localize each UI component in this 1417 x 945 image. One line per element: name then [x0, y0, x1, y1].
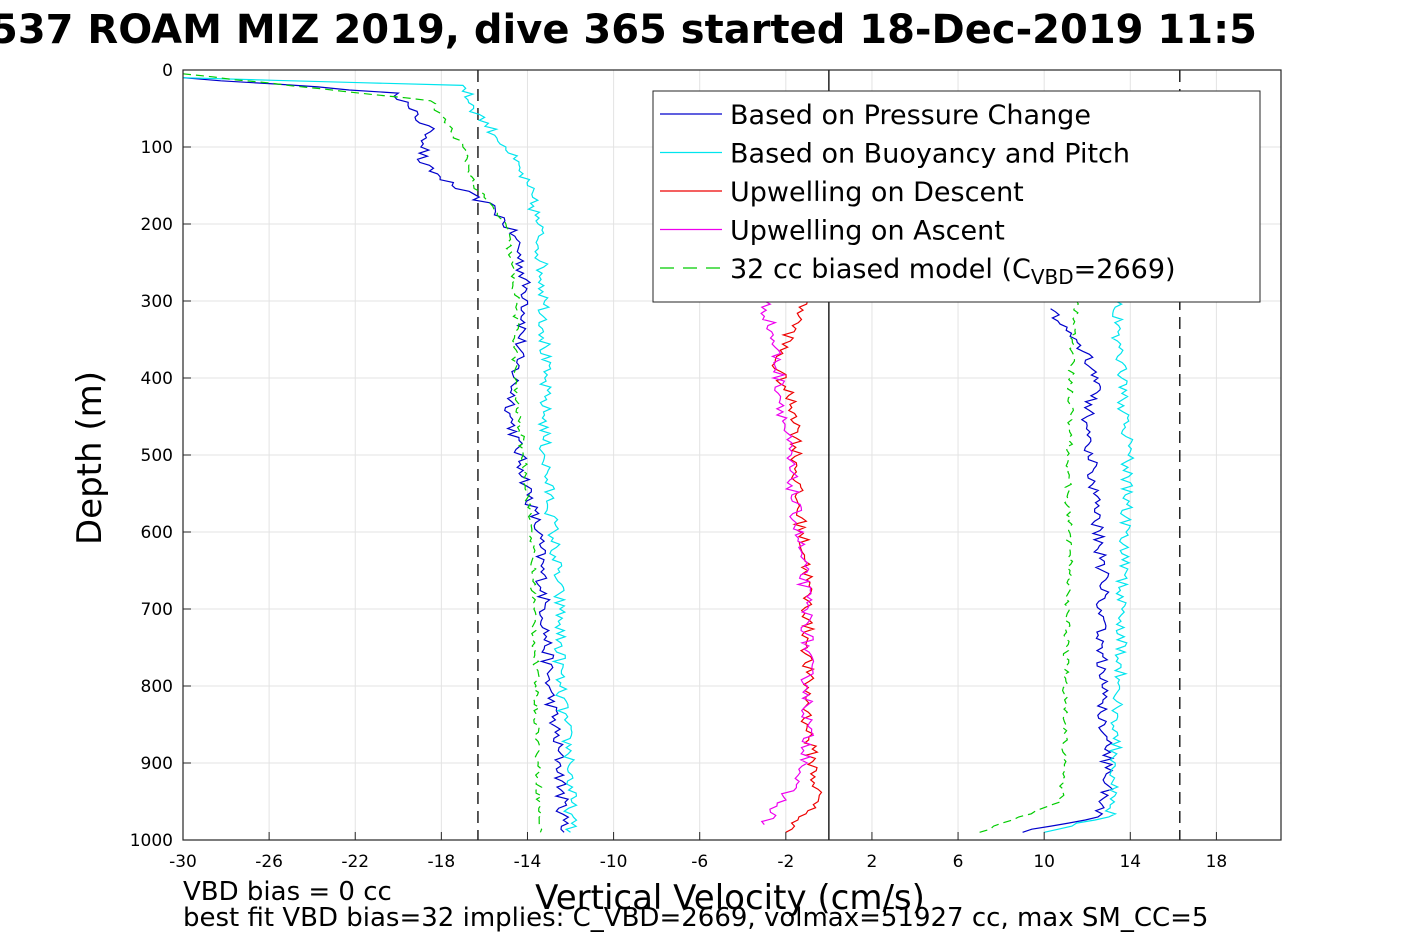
y-tick-label: 0	[162, 61, 173, 81]
y-tick-label: 800	[141, 677, 173, 697]
series-line	[1022, 308, 1115, 833]
y-axis-label: Depth (m)	[70, 370, 110, 546]
x-axis-ticks: -30 -26 -22 -18 -14 -10 -6 -2 2 6 10 14 18	[169, 832, 1227, 872]
x-tick-label: 2	[867, 852, 878, 872]
legend-label: Based on Buoyancy and Pitch	[730, 139, 1130, 170]
x-axis-label: Vertical Velocity (cm/s)	[535, 878, 925, 918]
legend-label: Upwelling on Descent	[730, 177, 1024, 208]
y-tick-label: 600	[141, 523, 173, 543]
y-tick-label: 200	[141, 215, 173, 235]
legend-box	[652, 90, 1261, 303]
x-tick-label: -14	[514, 852, 542, 872]
vbd-bias-note: VBD bias = 0 cc	[183, 877, 392, 907]
legend-label: Based on Pressure Change	[730, 100, 1091, 131]
chart-title: 537 ROAM MIZ 2019, dive 365 started 18-D…	[0, 7, 1257, 53]
x-tick-label: -30	[169, 852, 197, 872]
series-line	[182, 73, 544, 833]
x-tick-label: -2	[777, 852, 794, 872]
legend-label: 32 cc biased model (CVBD=2669)	[730, 254, 1176, 289]
y-tick-label: 500	[141, 446, 173, 466]
series-line	[771, 300, 823, 833]
y-tick-label: 100	[141, 138, 173, 158]
series-line	[760, 300, 815, 825]
series-line	[979, 300, 1080, 833]
y-axis-ticks: 0 100 200 300 400 500 600 700 800 900 1000	[130, 61, 191, 851]
legend-label: Upwelling on Ascent	[730, 216, 1005, 247]
data-series	[182, 73, 1135, 833]
series-line	[182, 77, 578, 833]
x-tick-label: 6	[953, 852, 964, 872]
best-fit-note: best fit VBD bias=32 implies: C_VBD=2669…	[183, 903, 1209, 933]
x-tick-label: -22	[341, 852, 369, 872]
x-tick-label: 14	[1119, 852, 1141, 872]
y-tick-label: 400	[141, 369, 173, 389]
y-tick-label: 900	[141, 754, 173, 774]
x-tick-label: 10	[1033, 852, 1055, 872]
x-tick-label: 18	[1206, 852, 1228, 872]
series-line	[182, 77, 570, 833]
x-tick-label: -6	[691, 852, 708, 872]
x-tick-label: -18	[427, 852, 455, 872]
series-line	[1044, 300, 1135, 833]
y-tick-label: 1000	[130, 831, 173, 851]
legend: Based on Pressure Change Based on Buoyanc…	[652, 90, 1261, 303]
y-tick-label: 700	[141, 600, 173, 620]
x-tick-label: -26	[255, 852, 283, 872]
x-tick-label: -10	[600, 852, 628, 872]
y-tick-label: 300	[141, 292, 173, 312]
